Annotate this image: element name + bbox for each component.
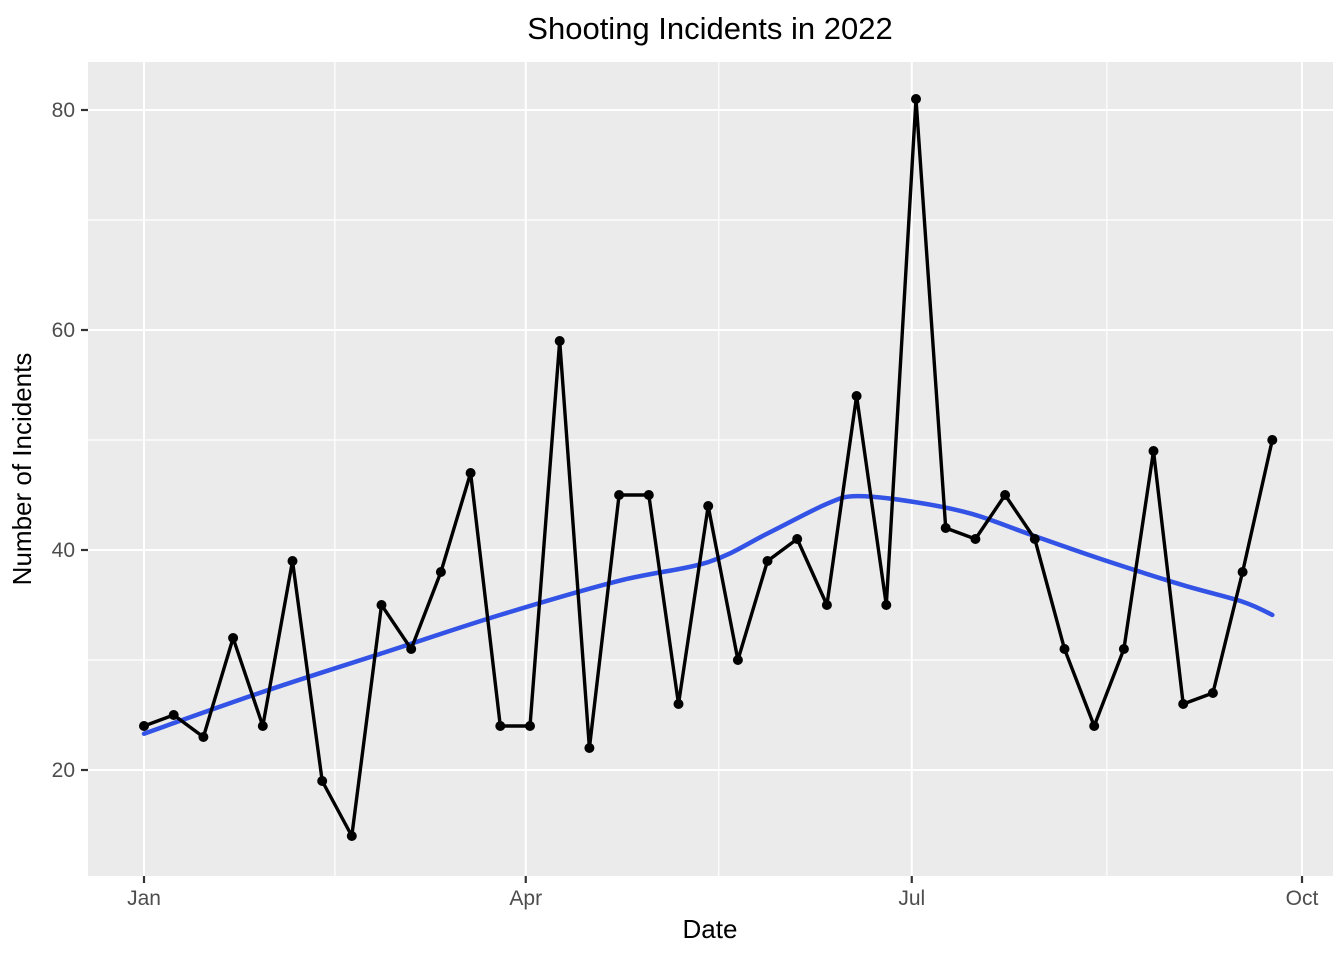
data-point bbox=[1118, 644, 1129, 654]
data-point bbox=[525, 721, 535, 731]
x-tick-label: Oct bbox=[1286, 887, 1319, 910]
data-point bbox=[554, 336, 565, 346]
chart-title: Shooting Incidents in 2022 bbox=[527, 11, 892, 46]
y-tick-label: 20 bbox=[52, 759, 75, 782]
data-point bbox=[614, 490, 625, 500]
data-point bbox=[584, 743, 595, 753]
data-point bbox=[228, 633, 239, 643]
data-point bbox=[1148, 446, 1159, 456]
y-tick-label: 80 bbox=[52, 99, 75, 122]
data-point bbox=[198, 732, 209, 742]
grid-major bbox=[88, 62, 1333, 876]
data-point bbox=[643, 490, 654, 500]
y-tick-labels: 20 40 60 80 bbox=[52, 99, 75, 782]
data-point bbox=[1207, 688, 1218, 698]
data-point bbox=[940, 523, 951, 533]
data-point bbox=[1089, 721, 1100, 731]
data-point bbox=[1029, 534, 1040, 544]
smooth-line-group bbox=[141, 493, 1275, 736]
data-point bbox=[406, 644, 417, 654]
data-point bbox=[257, 721, 268, 731]
data-point bbox=[317, 776, 328, 786]
data-point bbox=[851, 391, 862, 401]
y-tick-label: 40 bbox=[52, 539, 75, 562]
data-points-group bbox=[139, 94, 1278, 841]
data-point bbox=[376, 600, 387, 610]
data-point bbox=[1267, 435, 1278, 445]
data-point bbox=[703, 501, 714, 511]
data-point bbox=[1059, 644, 1070, 654]
data-point bbox=[762, 556, 773, 566]
axis-tick-marks bbox=[81, 108, 1304, 883]
x-tick-labels: Jan Apr Jul Oct bbox=[127, 887, 1318, 910]
data-point bbox=[881, 600, 892, 610]
data-point bbox=[346, 831, 357, 841]
plot-panel bbox=[88, 62, 1333, 876]
data-point bbox=[287, 556, 298, 566]
data-point bbox=[1000, 490, 1011, 500]
y-tick-label: 60 bbox=[52, 319, 75, 342]
data-point bbox=[168, 710, 179, 720]
data-point bbox=[911, 94, 921, 104]
data-point bbox=[465, 468, 476, 478]
data-point bbox=[495, 721, 506, 731]
data-point bbox=[732, 655, 743, 665]
smooth-trend-line bbox=[141, 493, 1275, 736]
x-tick-label: Jan bbox=[127, 887, 161, 910]
data-point bbox=[821, 600, 832, 610]
data-point bbox=[970, 534, 981, 544]
data-point bbox=[1178, 699, 1189, 709]
grid-minor bbox=[88, 62, 1333, 876]
x-axis-label: Date bbox=[683, 914, 738, 944]
x-tick-label: Jul bbox=[898, 887, 925, 910]
y-axis-label: Number of Incidents bbox=[7, 353, 37, 586]
data-point bbox=[673, 699, 684, 709]
data-point bbox=[139, 721, 149, 731]
x-tick-label: Apr bbox=[509, 887, 542, 910]
data-point bbox=[435, 567, 446, 577]
data-point bbox=[1237, 567, 1248, 577]
data-point bbox=[792, 534, 803, 544]
